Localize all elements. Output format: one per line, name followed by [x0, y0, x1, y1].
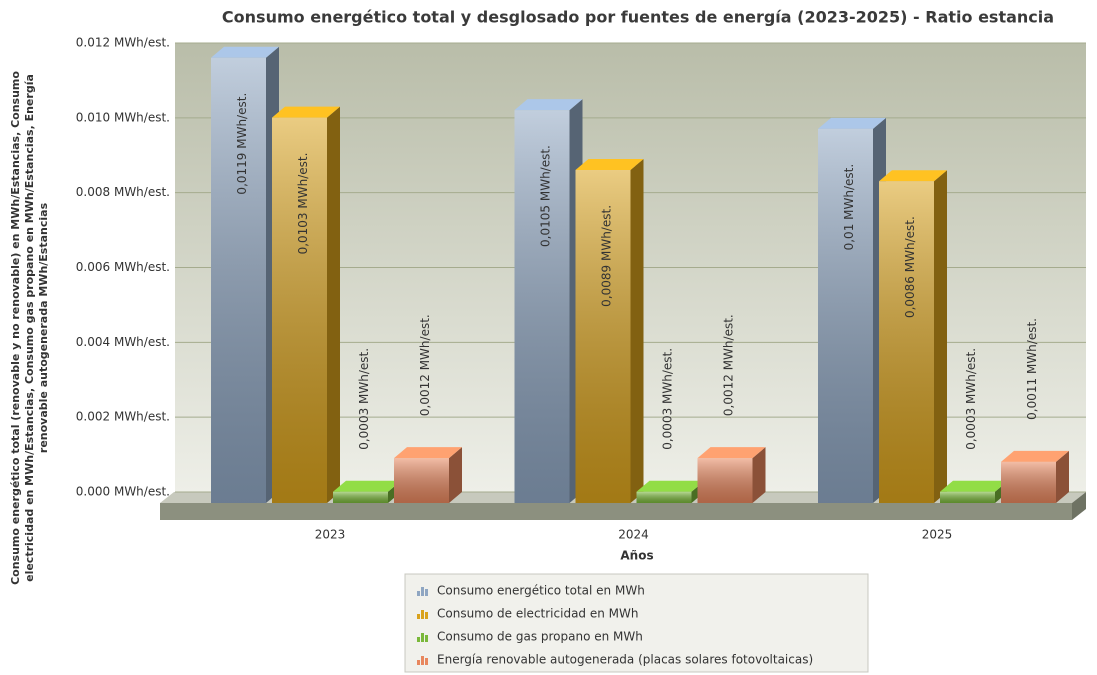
- bar-top: [697, 447, 766, 459]
- y-tick-label: 0.006 MWh/est.: [76, 260, 170, 274]
- legend-icon: [421, 587, 424, 596]
- bar-shade: [394, 458, 449, 503]
- x-tick-label: 2024: [618, 528, 649, 542]
- legend-icon: [425, 589, 428, 596]
- y-axis-title-line: electricidad en MWh/Estancias, Consumo g…: [23, 74, 36, 582]
- chart-title: Consumo energético total y desglosado po…: [222, 8, 1054, 27]
- value-label: 0,0086 MWh/est.: [903, 216, 917, 318]
- bar-shade: [272, 117, 327, 503]
- legend: [404, 573, 869, 673]
- bar-shade: [1001, 461, 1056, 503]
- value-label: 0,0003 MWh/est.: [964, 348, 978, 450]
- value-label: 0,0103 MWh/est.: [296, 153, 310, 255]
- y-tick-label: 0.004 MWh/est.: [76, 335, 170, 349]
- bar-top: [636, 480, 705, 492]
- legend-icon: [417, 591, 420, 596]
- legend-icon: [417, 660, 420, 665]
- legend-icon: [421, 633, 424, 642]
- value-label: 0,0089 MWh/est.: [600, 205, 614, 307]
- legend-label: Consumo energético total en MWh: [437, 584, 645, 598]
- bar-top: [575, 158, 644, 170]
- bar-side: [327, 106, 340, 503]
- bar-top: [1001, 450, 1069, 462]
- y-tick-label: 0.010 MWh/est.: [76, 110, 170, 124]
- x-axis-title: Años: [620, 549, 653, 563]
- legend-icon: [421, 610, 424, 619]
- bar-side: [1056, 450, 1069, 503]
- legend-icon: [417, 614, 420, 619]
- value-label: 0,01 MWh/est.: [842, 164, 856, 251]
- y-tick-label: 0.002 MWh/est.: [76, 410, 170, 424]
- legend-icon: [421, 656, 424, 665]
- bar-shade: [211, 57, 266, 503]
- bar-shade: [636, 491, 692, 503]
- bar-side: [630, 158, 644, 503]
- y-axis-title: Consumo energético total (renovable y no…: [9, 71, 50, 585]
- x-tick-label: 2025: [922, 528, 953, 542]
- bar-shade: [818, 128, 873, 504]
- bar-top: [818, 117, 886, 129]
- bar-top: [879, 170, 947, 182]
- legend-label: Consumo de electricidad en MWh: [437, 607, 638, 621]
- y-tick-label: 0.012 MWh/est.: [76, 36, 170, 50]
- legend-icon: [417, 637, 420, 642]
- bar-top: [940, 480, 1008, 492]
- value-label: 0,0003 MWh/est.: [357, 348, 371, 450]
- bar-side: [752, 447, 766, 503]
- value-label: 0,0105 MWh/est.: [539, 145, 553, 247]
- floor-front: [160, 503, 1072, 520]
- bar-side: [449, 447, 462, 503]
- bar-shade: [333, 491, 388, 503]
- value-label: 0,0003 MWh/est.: [661, 348, 675, 450]
- y-axis-title-line: Consumo energético total (renovable y no…: [9, 71, 22, 585]
- legend-label: Consumo de gas propano en MWh: [437, 630, 643, 644]
- legend-icon: [425, 635, 428, 642]
- value-label: 0,0119 MWh/est.: [235, 93, 249, 195]
- value-label: 0,0011 MWh/est.: [1025, 318, 1039, 420]
- legend-icon: [425, 658, 428, 665]
- bar-shade: [879, 181, 934, 503]
- bar-top: [333, 480, 401, 492]
- bar-top: [514, 99, 583, 111]
- y-tick-label: 0.000 MWh/est.: [76, 485, 170, 499]
- y-axis-title-line: renovable autogenerada MWh/Estancias: [37, 202, 50, 453]
- y-tick-label: 0.008 MWh/est.: [76, 185, 170, 199]
- legend-label: Energía renovable autogenerada (placas s…: [437, 653, 813, 667]
- bar-shade: [940, 491, 995, 503]
- bar-top: [394, 447, 462, 459]
- bar-top: [211, 46, 279, 58]
- legend-icon: [425, 612, 428, 619]
- bar-shade: [575, 169, 631, 503]
- bar-side: [934, 170, 947, 503]
- floor-side: [1072, 492, 1086, 520]
- bar-shade: [514, 110, 570, 503]
- bar-shade: [697, 458, 753, 503]
- bar-top: [272, 106, 340, 118]
- x-tick-label: 2023: [315, 528, 346, 542]
- value-label: 0,0012 MWh/est.: [722, 314, 736, 416]
- value-label: 0,0012 MWh/est.: [418, 314, 432, 416]
